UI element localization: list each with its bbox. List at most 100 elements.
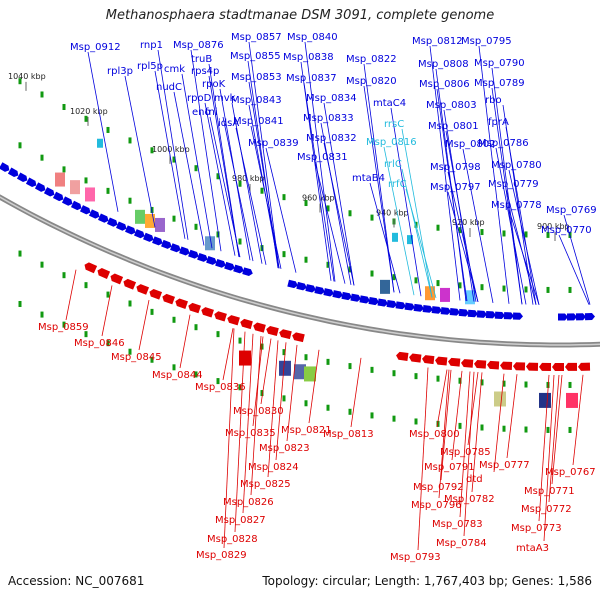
forward-gene [413,303,424,312]
tick-dot [18,78,22,85]
reverse-leader-line [551,374,563,485]
reverse-gene [123,278,137,290]
forward-gene-label: mtaB4 [352,173,385,184]
forward-gene [368,297,379,306]
tick-dot [216,331,220,338]
reverse-gene-label: Msp_0823 [259,443,310,454]
forward-gene-shape [449,308,460,316]
forward-leader-line [181,73,213,249]
tick-dot [480,424,484,431]
forward-gene-label: Msp_0812 [412,36,463,47]
tick-dot [282,194,286,201]
forward-gene [25,177,37,188]
forward-gene [305,284,316,293]
forward-gene-label: truB [191,54,212,65]
tick-dot [194,371,198,378]
forward-gene-label: rps4p [191,66,219,77]
forward-gene [503,312,514,320]
forward-gene-label: Msp_0857 [231,32,282,43]
forward-gene [7,167,19,178]
forward-gene-shape [0,162,10,172]
reverse-gene-shape [279,329,292,340]
reverse-gene-label: Msp_0845 [111,352,162,363]
forward-gene [440,307,451,315]
forward-gene-label: Msp_0831 [297,152,348,163]
forward-leader-line [231,102,263,264]
tick-dot [326,358,330,365]
reverse-leader-line [308,349,320,424]
forward-gene-shape [557,313,568,321]
reverse-gene [175,298,188,309]
forward-gene-label: rrsC [384,119,404,130]
kbp-tick-label: 900 kbp [537,222,570,231]
reverse-gene-shape [84,262,98,274]
tick-dot [326,205,330,212]
reverse-leader-line [438,369,450,499]
tick-dot [260,187,264,194]
reverse-gene [422,355,435,365]
reverse-gene [539,362,552,371]
forward-gene-label: mtaC4 [373,98,406,109]
forward-gene [449,308,460,316]
forward-gene-shape [476,310,487,318]
forward-leader-line [563,214,591,305]
reverse-gene-shape [487,360,500,370]
tick-dot [480,229,484,236]
forward-gene-shape [242,267,253,277]
reverse-gene-label: Msp_0826 [223,497,274,508]
forward-gene-label: fni [205,107,218,118]
forward-leader-line [303,82,335,282]
forward-gene [16,172,28,183]
reverse-gene-shape [539,362,552,371]
forward-leader-line [405,188,437,299]
reverse-leader-line [286,344,298,442]
gene-block [425,286,435,301]
tick-dot [436,280,440,287]
tick-dot [546,231,550,238]
tick-dot [84,331,88,338]
forward-gene-shape [485,310,496,319]
forward-gene [296,281,307,291]
reverse-leader-line [543,374,555,542]
tick-dot [260,390,264,397]
forward-gene [206,256,217,265]
tick-dot [18,300,22,307]
tick-dot [502,230,506,237]
reverse-gene [292,332,305,343]
forward-gene-label: Msp_0779 [488,179,539,190]
forward-gene [61,196,73,206]
gene-block [380,279,390,294]
forward-gene-label: Msp_0778 [491,200,542,211]
forward-gene-label: Msp_0780 [491,160,542,171]
reverse-gene-shape [136,284,150,295]
forward-leader-line [505,126,537,305]
forward-gene-label: rpoD [187,93,212,104]
forward-gene-label: Msp_0801 [428,121,479,132]
forward-gene-shape [458,308,469,317]
reverse-gene-label: Msp_0767 [545,467,596,478]
tick-dot [326,261,330,268]
forward-gene [485,310,496,319]
tick-dot [546,426,550,433]
forward-leader-line [124,75,156,228]
forward-gene-label: Msp_0839 [248,138,299,149]
tick-dot [238,337,242,344]
tick-dot [128,197,132,204]
forward-gene [341,291,352,301]
reverse-gene-shape [201,307,214,318]
tick-dot [436,224,440,231]
forward-gene-shape [134,229,145,239]
forward-gene-shape [170,243,181,253]
reverse-leader-line [436,369,448,428]
reverse-gene [279,329,292,340]
forward-gene [34,182,46,192]
gene-block [205,236,215,251]
reverse-gene-shape [409,353,422,363]
forward-gene-shape [233,264,244,274]
reverse-gene-shape [123,278,137,290]
reverse-gene-label: Msp_0846 [74,338,125,349]
forward-gene-label: rnp1 [140,40,163,51]
reverse-leader-line [275,342,287,461]
reverse-gene [526,362,539,371]
reverse-gene [253,322,266,333]
